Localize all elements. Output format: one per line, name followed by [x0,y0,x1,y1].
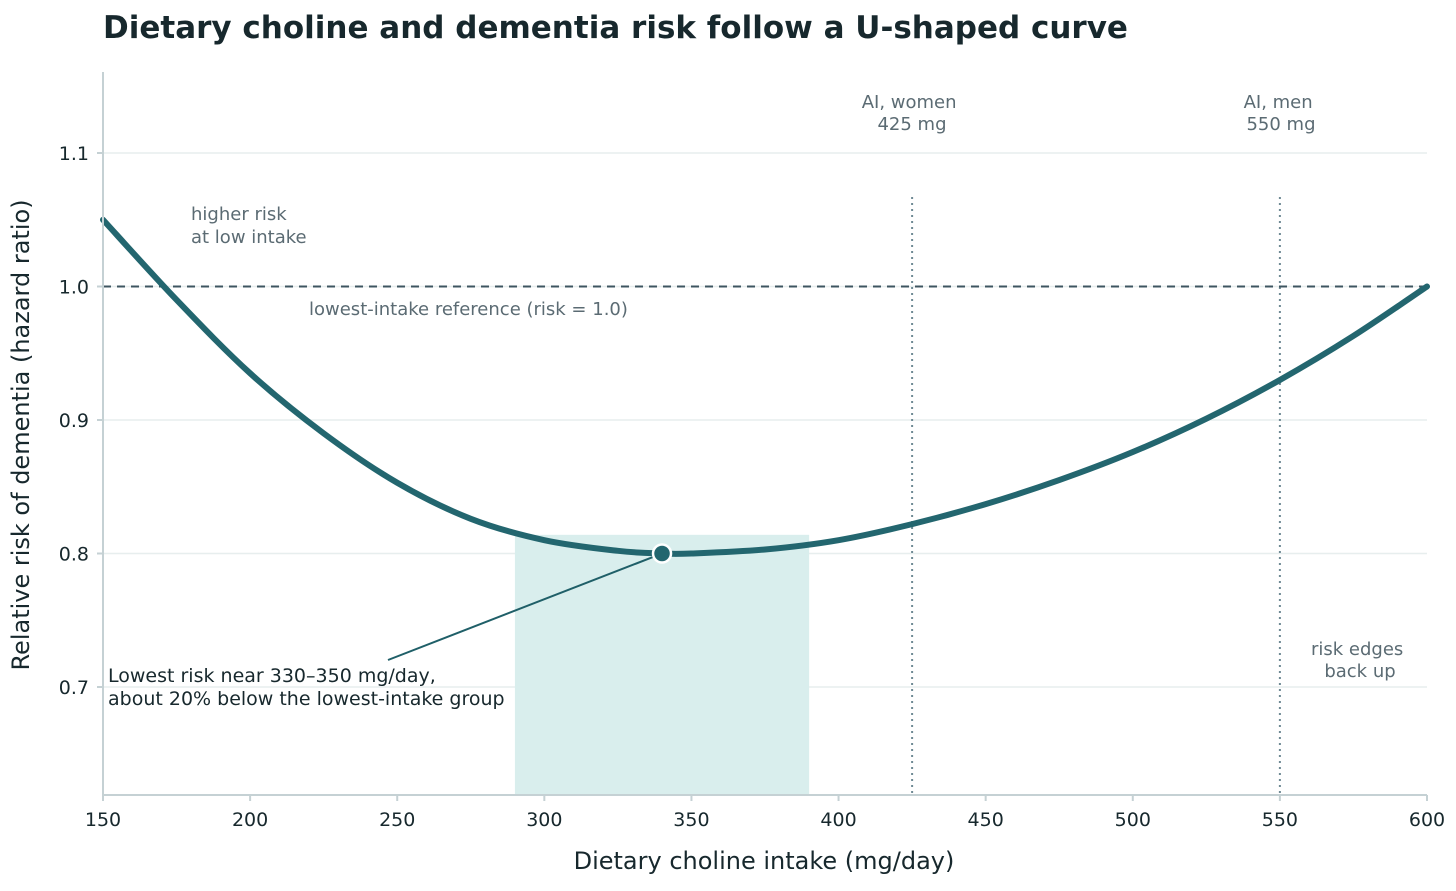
reference-line-label: lowest-intake reference (risk = 1.0) [309,299,628,320]
x-tick-label: 500 [1115,809,1151,831]
x-tick-label: 600 [1409,809,1445,831]
y-axis-label: Relative risk of dementia (hazard ratio) [7,199,35,670]
adequate-intake-lines [911,197,1281,795]
y-axis-ticks: 0.7 0.8 0.9 1.0 1.1 [59,143,103,699]
x-tick-label: 300 [526,809,562,831]
x-axis-ticks: 150 200 250 300 350 400 450 500 550 600 [85,795,1445,831]
x-tick-label: 200 [232,809,268,831]
y-tick-label: 1.1 [59,143,89,165]
risk-curve [100,216,1430,557]
y-tick-label: 1.0 [59,277,89,299]
edges-up-note: risk edges back up [1311,639,1409,682]
axes [102,72,1427,796]
x-tick-label: 400 [820,809,856,831]
chart-title: Dietary choline and dementia risk follow… [103,10,1128,46]
y-tick-label: 0.7 [59,677,89,699]
minimum-note: Lowest risk near 330–350 mg/day, about 2… [108,665,505,710]
x-tick-label: 350 [673,809,709,831]
x-tick-label: 150 [85,809,121,831]
x-tick-label: 450 [968,809,1004,831]
optimal-intake-band [514,534,810,795]
x-tick-label: 250 [379,809,415,831]
y-tick-label: 0.8 [59,544,89,566]
minimum-point [651,543,673,564]
x-axis-label: Dietary choline intake (mg/day) [574,847,955,875]
women-ai-label: AI, women 425 mg [862,92,963,135]
men-ai-label: AI, men 550 mg [1244,92,1319,135]
high-risk-note: higher risk at low intake [191,204,307,248]
minimum-pointer-line [387,552,663,661]
y-tick-label: 0.9 [59,410,89,432]
x-tick-label: 550 [1262,809,1298,831]
